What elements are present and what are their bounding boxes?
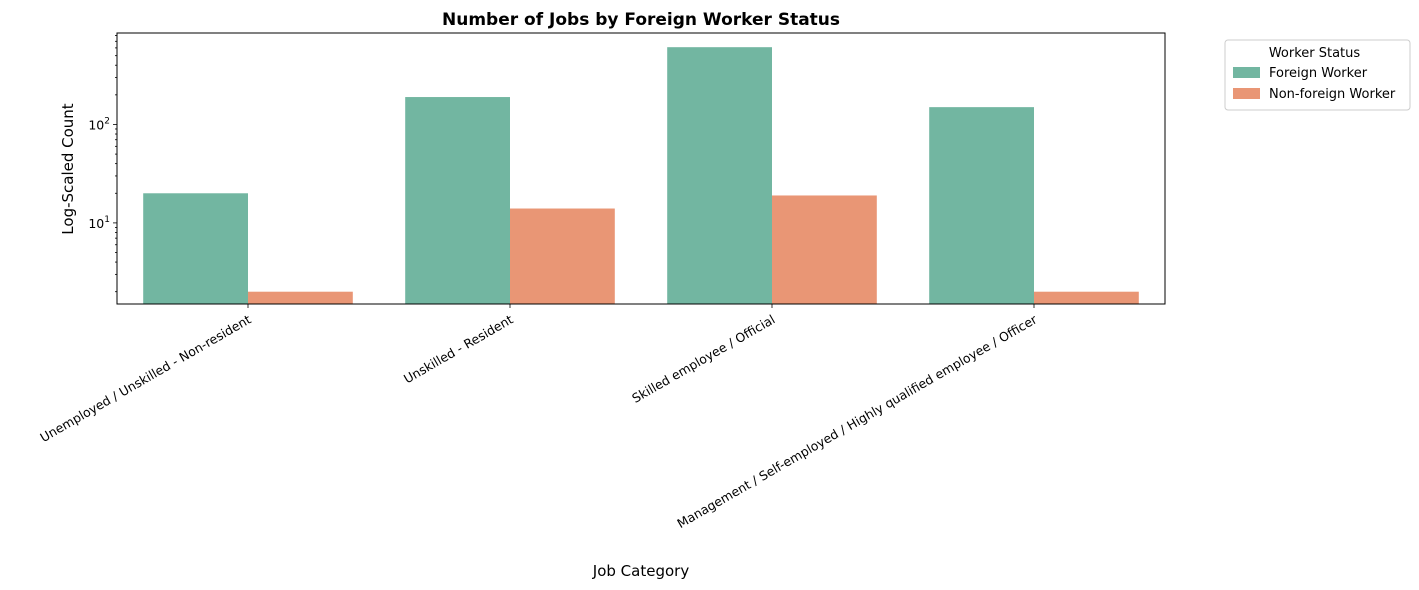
x-tick-label: Skilled employee / Official [629,312,777,406]
bar [143,193,248,304]
x-axis-label: Job Category [592,562,690,580]
y-tick-label: 101 [88,215,110,231]
legend-swatch [1233,67,1260,78]
x-tick-label: Unskilled - Resident [401,312,516,387]
bar [1034,291,1139,304]
y-tick-exponent: 2 [104,116,110,126]
legend-label: Foreign Worker [1269,66,1368,81]
y-axis-label: Log-Scaled Count [59,103,77,235]
bar [667,47,772,305]
y-tick-label: 102 [88,116,110,132]
chart-title: Number of Jobs by Foreign Worker Status [442,10,840,30]
bar [405,97,510,304]
y-tick-base: 10 [88,216,104,231]
bar [510,208,615,304]
bar [929,107,1034,304]
legend: Worker Status Foreign Worker Non-foreign W… [1224,39,1411,111]
bar [772,195,877,304]
x-tick-label: Unemployed / Unskilled - Non-resident [37,312,253,445]
axes-frame [116,32,1166,305]
legend-swatch [1233,88,1260,99]
legend-label: Non-foreign Worker [1269,87,1396,102]
y-tick-exponent: 1 [104,215,110,225]
bar [248,291,353,304]
legend-box [1224,39,1411,111]
legend-title: Worker Status [1269,46,1361,61]
y-tick-base: 10 [88,117,104,132]
